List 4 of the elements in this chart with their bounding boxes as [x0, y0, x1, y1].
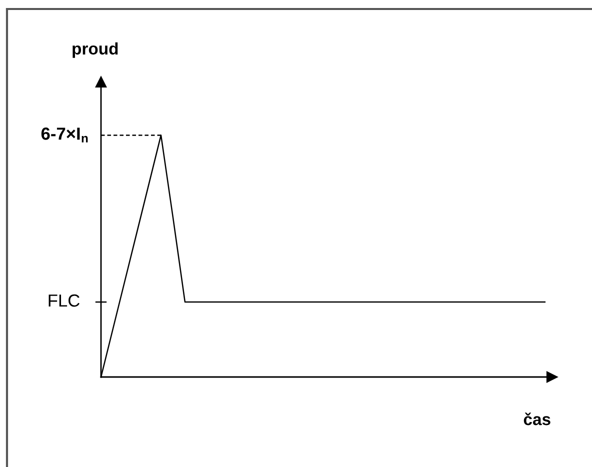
y-axis-title: proud [72, 42, 118, 58]
x-axis-title: čas [524, 412, 550, 426]
ref-line-label: 6-7×I$_{n}$ [41, 128, 88, 142]
text: FLC [48, 294, 80, 307]
